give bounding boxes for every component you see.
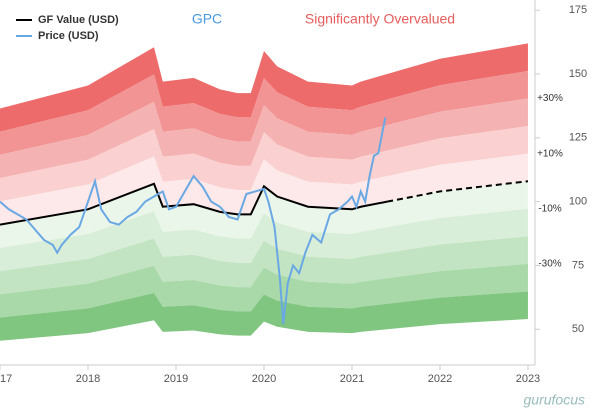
value-band: [0, 263, 528, 318]
y-tick-label: 100: [569, 196, 587, 208]
x-tick-label: 2020: [252, 373, 276, 385]
legend-label: Price (USD): [38, 30, 99, 42]
value-band: [0, 126, 528, 202]
band-label: +30%: [537, 93, 563, 104]
value-band: [0, 236, 528, 295]
y-tick-label: 175: [569, 4, 587, 16]
x-tick-label: 2023: [516, 373, 540, 385]
chart-subtitle: Significantly Overvalued: [305, 11, 455, 27]
value-band: [0, 291, 528, 341]
x-tick-label: 2017: [0, 373, 12, 385]
value-band: [0, 181, 528, 248]
plot-area: [0, 43, 529, 341]
band-label: -30%: [538, 259, 561, 270]
band-label: -10%: [538, 203, 561, 214]
value-band: [0, 208, 528, 272]
value-band: [0, 43, 528, 132]
y-tick-label: 150: [569, 68, 587, 80]
x-tick-label: 2019: [164, 373, 188, 385]
watermark: gurufocus: [524, 392, 585, 408]
value-band: [0, 98, 528, 179]
x-tick-label: 2018: [76, 373, 100, 385]
value-band: [0, 153, 528, 225]
value-band: [0, 70, 528, 155]
chart-title: GPC: [192, 11, 222, 27]
band-label: +10%: [537, 148, 563, 159]
legend-label: GF Value (USD): [38, 14, 119, 26]
price-line: [0, 117, 387, 325]
y-tick-label: 75: [572, 259, 584, 271]
gf-value-projection: [386, 180, 529, 203]
x-tick-label: 2022: [428, 373, 452, 385]
y-tick-label: 50: [572, 323, 584, 335]
x-tick-label: 2021: [340, 373, 364, 385]
y-tick-label: 125: [569, 132, 587, 144]
gf-value-line: [0, 182, 388, 226]
